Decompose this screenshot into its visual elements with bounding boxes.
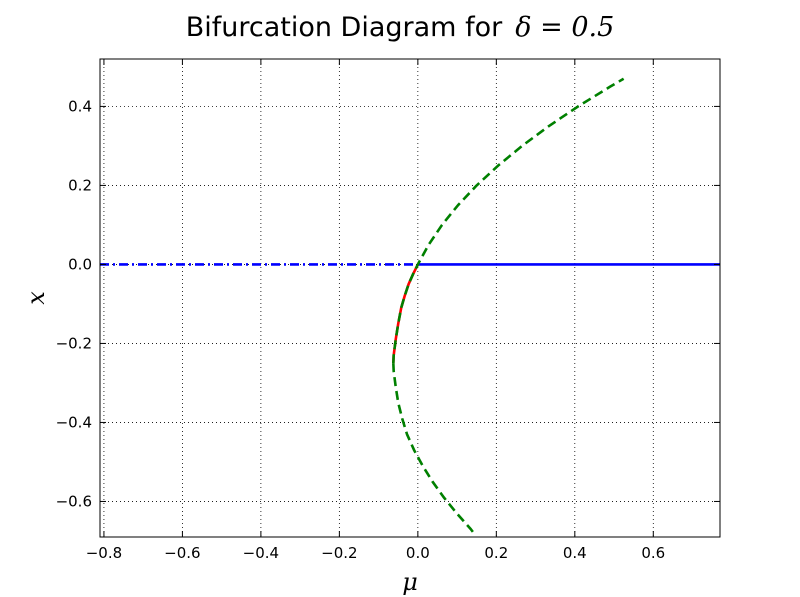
x-tick-label: −0.2 (321, 544, 357, 562)
x-axis-label: μ (402, 568, 418, 596)
x-tick-label: −0.8 (86, 544, 122, 562)
y-tick-label: −0.6 (56, 492, 92, 510)
series-line-3 (392, 263, 420, 364)
chart-title-math: δ = 0.5 (515, 12, 614, 43)
y-tick-label: −0.4 (56, 413, 92, 431)
y-tick-label: −0.2 (56, 334, 92, 352)
x-tick-label: 0.2 (484, 544, 508, 562)
y-tick-label: 0.0 (68, 255, 92, 273)
series-line-4 (392, 77, 625, 364)
y-tick-label: 0.4 (68, 97, 92, 115)
x-tick-label: −0.6 (164, 544, 200, 562)
x-tick-label: −0.4 (243, 544, 279, 562)
series-layer (100, 77, 720, 534)
x-tick-label: 0.0 (406, 544, 430, 562)
grid-lines (100, 59, 720, 537)
series-line-5 (392, 363, 475, 534)
chart-title-text: Bifurcation Diagram for (186, 12, 503, 43)
plot-frame (99, 58, 721, 538)
chart-title: Bifurcation Diagram for δ = 0.5 (186, 12, 615, 43)
y-tick-label: 0.2 (68, 176, 92, 194)
x-tick-label: 0.6 (641, 544, 665, 562)
x-tick-label: 0.4 (563, 544, 587, 562)
y-axis-label: x (22, 291, 50, 305)
axis-ticks: −0.8 −0.6 −0.4 −0.2 0.0 0.2 0.4 0.6 0.4 0.2 0.0 −0.… (56, 59, 720, 562)
